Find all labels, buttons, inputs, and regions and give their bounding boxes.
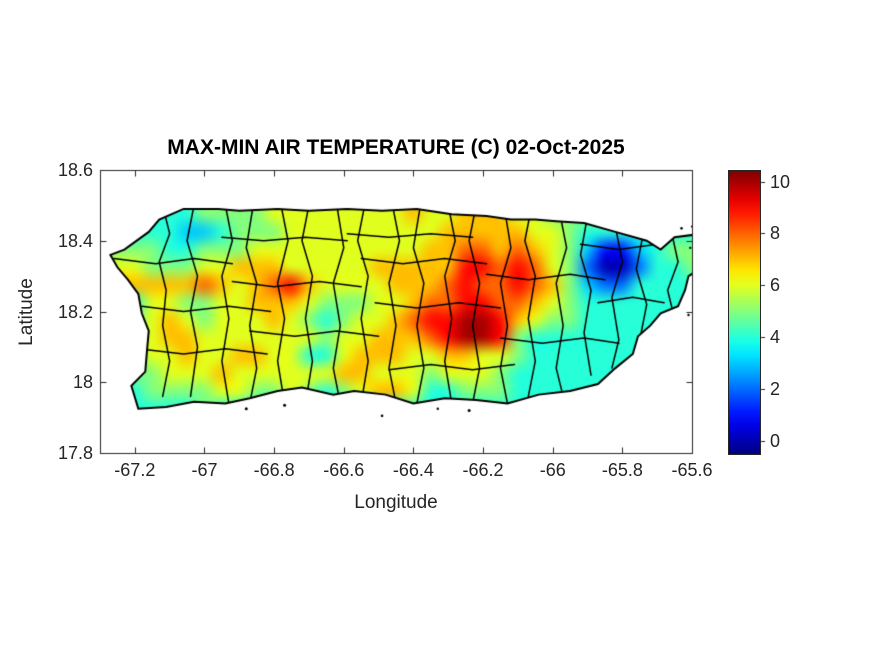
x-tick-label: -66.6 (323, 460, 365, 480)
y-tick-label: 17.8 (57, 443, 93, 463)
colorbar-tick-label: 2 (770, 378, 781, 399)
colorbar-tick-label: 10 (770, 171, 791, 192)
y-tick-label: 18.4 (57, 230, 93, 251)
x-tick-label: -67.2 (114, 460, 156, 480)
x-axis-label: Longitude (354, 492, 438, 513)
colorbar-tick-label: 0 (770, 430, 781, 451)
x-tick-label: -66.4 (392, 460, 434, 480)
colorbar (728, 170, 761, 455)
chart-title: MAX-MIN AIR TEMPERATURE (C) 02-Oct-2025 (167, 136, 625, 159)
x-tick-label: -66 (539, 460, 566, 480)
x-tick-label: -66.8 (253, 460, 295, 480)
colorbar-tick-label: 6 (770, 275, 781, 296)
x-tick-label: -65.8 (601, 460, 643, 480)
colorbar-tick-label: 8 (770, 223, 781, 244)
y-tick-label: 18.6 (57, 160, 93, 180)
x-tick-label: -66.2 (462, 460, 504, 480)
y-tick-label: 18 (72, 372, 93, 393)
colorbar-tick-label: 4 (770, 327, 781, 348)
x-tick-label: -65.6 (671, 460, 713, 480)
y-tick-label: 18.2 (57, 301, 93, 322)
x-tick-label: -67 (191, 460, 218, 480)
